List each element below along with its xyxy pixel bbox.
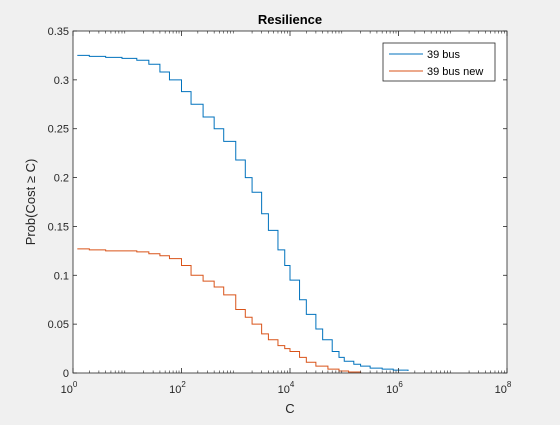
- y-tick-label: 0.25: [48, 124, 69, 136]
- ticks-layer: 0 0.05 0.1 0.15 0.2 0.25 0.3 0.35 100 102 104 106 10…: [48, 26, 512, 396]
- x-axis-label: C: [285, 401, 294, 416]
- legend-label: 39 bus: [427, 49, 461, 61]
- x-tick-label: 100: [61, 380, 78, 396]
- y-tick-label: 0.1: [54, 270, 69, 282]
- y-axis-label: Prob(Cost ≥ C): [23, 159, 38, 246]
- x-tick-label: 104: [278, 380, 295, 396]
- x-tick-label: 106: [386, 380, 403, 396]
- legend-label: 39 bus new: [427, 66, 483, 78]
- series-line-39-bus: [77, 54, 409, 372]
- y-tick-label: 0.2: [54, 173, 69, 185]
- y-tick-label: 0.05: [48, 319, 69, 331]
- legend: 39 bus 39 bus new: [382, 42, 496, 82]
- plot-area: [73, 31, 507, 373]
- y-tick-label: 0.3: [54, 75, 69, 87]
- x-tick-label: 108: [495, 380, 512, 396]
- legend-box: [382, 42, 496, 82]
- y-tick-label: 0.15: [48, 221, 69, 233]
- series-line-39-bus-new: [77, 248, 362, 373]
- y-tick-label: 0.35: [48, 26, 69, 38]
- chart-title: Resilience: [258, 12, 322, 27]
- x-tick-label: 102: [169, 380, 186, 396]
- series-layer: [77, 54, 409, 373]
- y-tick-label: 0: [63, 368, 69, 380]
